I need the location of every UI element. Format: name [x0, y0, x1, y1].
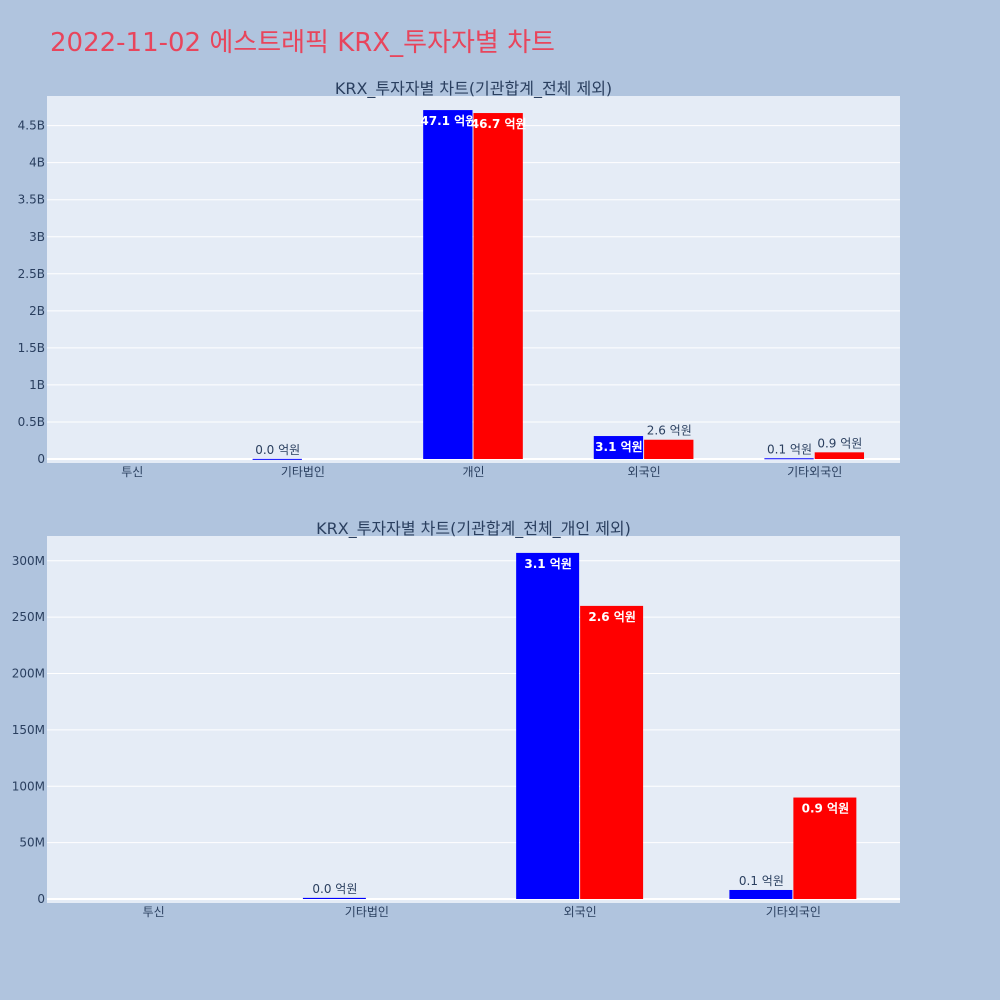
x-tick-label: 기타외국인 [787, 465, 842, 479]
y-tick-label: 1.5B [18, 341, 45, 355]
bar [302, 897, 366, 899]
y-tick-label: 4.5B [18, 119, 45, 133]
y-tick-label: 250M [12, 610, 45, 624]
y-tick-label: 3.5B [18, 193, 45, 207]
y-tick-label: 0.5B [18, 415, 45, 429]
x-tick-label: 개인 [462, 465, 484, 479]
chart-title: KRX_투자자별 차트(기관합계_전체_개인 제외) [316, 519, 631, 539]
bar [252, 458, 302, 460]
page-title: 2022-11-02 에스트래픽 KRX_투자자별 차트 [50, 28, 555, 58]
y-tick-label: 1B [29, 378, 45, 392]
bar-value-label: 0.0 억원 [255, 443, 300, 457]
x-tick-label: 외국인 [564, 905, 597, 919]
y-tick-label: 2.5B [18, 267, 45, 281]
bar-value-label: 3.1 억원 [524, 557, 572, 571]
bar-value-label: 0.1 억원 [739, 874, 784, 888]
y-tick-label: 50M [19, 836, 45, 850]
x-tick-label: 외국인 [628, 465, 661, 479]
y-tick-label: 200M [12, 667, 45, 681]
bar-value-label: 0.9 억원 [817, 436, 862, 450]
bar-value-label: 3.1 억원 [595, 440, 643, 454]
chart-krx-excluding-institutions: 0 0.5B 1B 1.5B 2B 2.5B 3B 3.5B 4B 4.5B KRX_투자자별 차트… [18, 79, 900, 479]
bar [644, 439, 694, 459]
bar-value-label: 0.1 억원 [767, 442, 812, 456]
plot-area [47, 536, 900, 903]
x-tick-label: 기타외국인 [766, 905, 821, 919]
bar-value-label: 46.7 억원 [471, 117, 527, 131]
y-tick-label: 0 [37, 452, 45, 466]
bar [793, 797, 857, 899]
bar [516, 552, 580, 899]
bar [580, 605, 644, 899]
y-tick-label: 150M [12, 723, 45, 737]
bar-value-label: 2.6 억원 [647, 424, 692, 438]
y-tick-label: 300M [12, 554, 45, 568]
y-tick-label: 4B [29, 156, 45, 170]
y-tick-label: 0 [37, 892, 45, 906]
x-tick-label: 기타법인 [281, 465, 325, 479]
chart-krx-excluding-institutions-individuals: 0 50M 100M 150M 200M 250M 300M KRX_투자자별 차트(기관합계… [12, 519, 900, 919]
y-tick-label: 2B [29, 304, 45, 318]
bar [423, 110, 473, 460]
x-tick-label: 투신 [143, 905, 165, 919]
bar-value-label: 0.0 억원 [312, 882, 357, 896]
bar [473, 113, 523, 460]
bar-value-label: 2.6 억원 [588, 610, 636, 624]
chart-title: KRX_투자자별 차트(기관합계_전체 제외) [335, 79, 612, 99]
bar [593, 436, 644, 459]
x-tick-label: 투신 [121, 465, 143, 479]
y-tick-label: 3B [29, 230, 45, 244]
y-tick-label: 100M [12, 779, 45, 793]
bar [814, 452, 865, 459]
bar [729, 889, 793, 899]
bar [764, 458, 814, 460]
x-tick-label: 기타법인 [345, 905, 389, 919]
bar-value-label: 0.9 억원 [802, 802, 850, 816]
bar-value-label: 47.1 억원 [420, 114, 476, 128]
